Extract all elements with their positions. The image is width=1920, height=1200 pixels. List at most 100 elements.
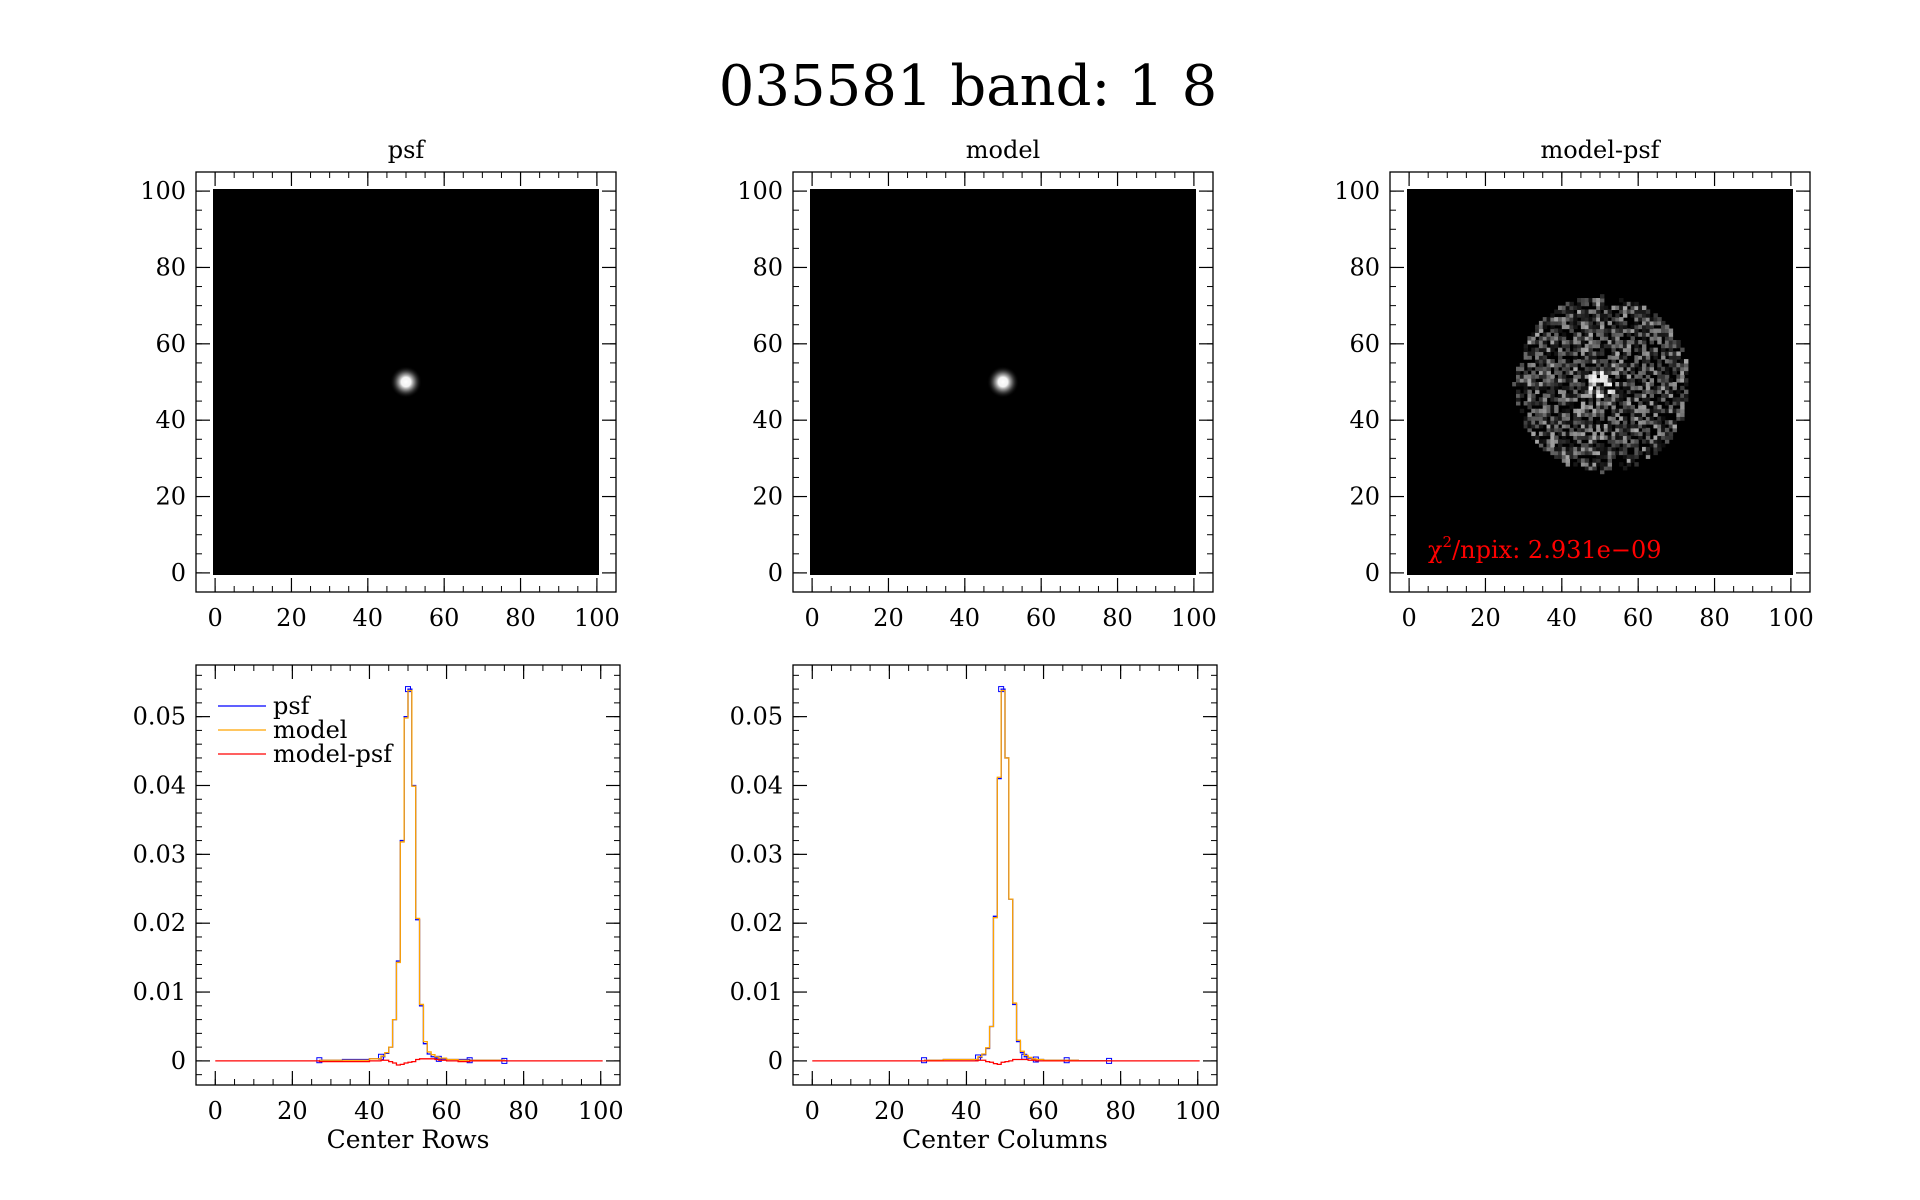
residual-pixel <box>1573 420 1578 425</box>
residual-pixel <box>1680 408 1685 414</box>
residual-pixel <box>1664 374 1670 379</box>
figure-title: 035581 band: 1 8 <box>719 54 1217 119</box>
residual-pixel <box>1615 320 1620 326</box>
residual-pixel <box>1584 320 1590 326</box>
residual-pixel <box>1607 382 1613 387</box>
residual-pixel <box>1672 397 1677 402</box>
residual-pixel <box>1573 378 1578 383</box>
residual-pixel <box>1649 416 1655 421</box>
residual-pixel <box>1672 424 1677 429</box>
residual-pixel <box>1584 298 1590 303</box>
residual-pixel <box>1668 328 1674 333</box>
residual-pixel <box>1615 340 1620 345</box>
residual-pixel <box>1592 351 1597 356</box>
residual-pixel <box>1649 340 1655 345</box>
residual-pixel <box>1519 378 1525 383</box>
legend-label-psf: psf <box>273 692 312 720</box>
residual-pixel <box>1577 370 1582 375</box>
residual-pixel <box>1542 408 1548 414</box>
residual-pixel <box>1619 382 1624 387</box>
residual-pixel <box>1619 298 1624 303</box>
residual-pixel <box>1596 393 1601 398</box>
residual-pixel <box>1588 439 1593 444</box>
residual-pixel <box>1561 309 1567 314</box>
residual-pixel <box>1611 370 1616 375</box>
residual-pixel <box>1626 309 1632 314</box>
residual-pixel <box>1634 462 1639 467</box>
residual-pixel <box>1523 401 1529 406</box>
residual-pixel <box>1580 420 1586 425</box>
residual-pixel <box>1542 355 1548 360</box>
residual-pixel <box>1634 328 1639 333</box>
residual-pixel <box>1558 420 1563 425</box>
residual-pixel <box>1561 351 1567 356</box>
residual-pixel <box>1600 324 1605 330</box>
residual-pixel <box>1600 305 1605 311</box>
residual-pixel <box>1630 301 1635 307</box>
model-image-panel: model 0 20 40 60 80 100 0 20 40 60 80 100 <box>737 136 1217 632</box>
chi-symbol: χ <box>1428 536 1443 564</box>
residual-pixel <box>1645 359 1651 364</box>
residual-pixel <box>1584 343 1590 349</box>
residual-pixel <box>1554 439 1559 444</box>
residual-pixel <box>1645 332 1651 337</box>
x-tick-label: 40 <box>950 604 981 632</box>
residual-pixel <box>1645 431 1651 437</box>
residual-pixel <box>1561 374 1567 379</box>
residual-pixel <box>1672 366 1677 372</box>
residual-pixel <box>1607 427 1613 433</box>
residual-pixel <box>1672 401 1677 406</box>
residual-pixel <box>1596 324 1601 330</box>
residual-pixel <box>1519 374 1525 379</box>
residual-pixel <box>1672 355 1677 360</box>
residual-pixel <box>1580 404 1586 410</box>
residual-pixel <box>1527 336 1532 341</box>
residual-pixel <box>1569 420 1574 425</box>
residual-pixel <box>1603 404 1609 410</box>
residual-pixel <box>1577 416 1582 421</box>
residual-pixel <box>1546 317 1551 322</box>
residual-pixel <box>1603 393 1609 398</box>
residual-pixel <box>1600 313 1605 318</box>
residual-pixel <box>1622 424 1628 429</box>
residual-pixel <box>1664 431 1670 437</box>
residual-pixel <box>1668 378 1674 383</box>
residual-pixel <box>1527 389 1532 395</box>
residual-pixel <box>1603 309 1609 314</box>
residual-pixel <box>1531 347 1536 353</box>
residual-pixel <box>1558 355 1563 360</box>
residual-pixel <box>1649 370 1655 375</box>
residual-pixel <box>1535 328 1540 333</box>
residual-pixel <box>1516 393 1521 398</box>
residual-pixel <box>1664 343 1670 349</box>
residual-pixel <box>1580 347 1586 353</box>
residual-pixel <box>1619 355 1624 360</box>
residual-pixel <box>1516 397 1521 402</box>
residual-pixel <box>1558 382 1563 387</box>
residual-pixel <box>1664 359 1670 364</box>
residual-pixel <box>1550 340 1555 345</box>
residual-noise-pixels <box>1512 294 1689 475</box>
residual-pixel <box>1588 424 1593 429</box>
residual-pixel <box>1657 359 1662 364</box>
residual-pixel <box>1630 340 1635 345</box>
residual-pixel <box>1588 332 1593 337</box>
residual-pixel <box>1596 382 1601 387</box>
residual-pixel <box>1600 298 1605 303</box>
residual-pixel <box>1611 347 1616 353</box>
residual-pixel <box>1592 370 1597 375</box>
residual-pixel <box>1664 385 1670 391</box>
residual-pixel <box>1645 408 1651 414</box>
residual-pixel <box>1565 385 1571 391</box>
residual-pixel <box>1600 424 1605 429</box>
residual-pixel <box>1538 374 1544 379</box>
x-tick-label: 100 <box>1175 1097 1221 1125</box>
residual-pixel <box>1527 382 1532 387</box>
residual-pixel <box>1680 385 1685 391</box>
residual-pixel <box>1523 374 1529 379</box>
residual-pixel <box>1550 427 1555 433</box>
residual-pixel <box>1580 340 1586 345</box>
residual-pixel <box>1565 446 1571 452</box>
residual-pixel <box>1580 324 1586 330</box>
residual-pixel <box>1577 458 1582 463</box>
